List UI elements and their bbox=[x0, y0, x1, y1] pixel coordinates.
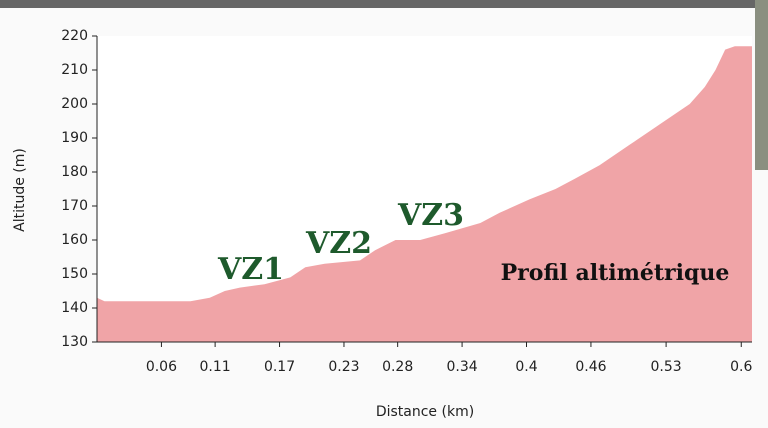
page: Distance (km) Altitude (m) 130 140 150 160 1… bbox=[0, 0, 768, 428]
x-tick-label: 0.23 bbox=[328, 359, 359, 375]
x-tick-label: 0.11 bbox=[200, 359, 231, 375]
x-tick-label: 0.06 bbox=[146, 359, 177, 375]
annotation: VZ3 bbox=[398, 198, 464, 233]
y-tick-label: 180 bbox=[61, 164, 88, 180]
y-tick-label: 210 bbox=[61, 62, 88, 78]
x-axis-label: Distance (km) bbox=[376, 404, 474, 420]
x-tick-label: 0.46 bbox=[575, 359, 606, 375]
x-tick-label: 0.53 bbox=[651, 359, 682, 375]
y-tick-label: 150 bbox=[61, 266, 88, 282]
y-tick-label: 160 bbox=[61, 232, 88, 248]
y-tick-label: 170 bbox=[61, 198, 88, 214]
x-tick-label: 0.4 bbox=[515, 359, 537, 375]
x-tick-label: 0.28 bbox=[382, 359, 413, 375]
y-tick-label: 220 bbox=[61, 28, 88, 44]
x-tick-label: 0.34 bbox=[446, 359, 477, 375]
photo-edge bbox=[755, 0, 768, 170]
annotation: Profil altimétrique bbox=[500, 256, 730, 290]
y-tick-label: 200 bbox=[61, 96, 88, 112]
annotation: VZ1 bbox=[218, 252, 284, 287]
top-bar bbox=[0, 0, 768, 8]
chart: Distance (km) Altitude (m) 130 140 150 160 1… bbox=[0, 0, 768, 428]
y-axis-label: Altitude (m) bbox=[12, 148, 28, 232]
x-tick-label: 0.6 bbox=[730, 359, 752, 375]
y-tick-label: 190 bbox=[61, 130, 88, 146]
y-tick-label: 140 bbox=[61, 300, 88, 316]
annotation: VZ2 bbox=[306, 226, 372, 261]
x-tick-label: 0.17 bbox=[264, 359, 295, 375]
y-tick-label: 130 bbox=[61, 334, 88, 350]
